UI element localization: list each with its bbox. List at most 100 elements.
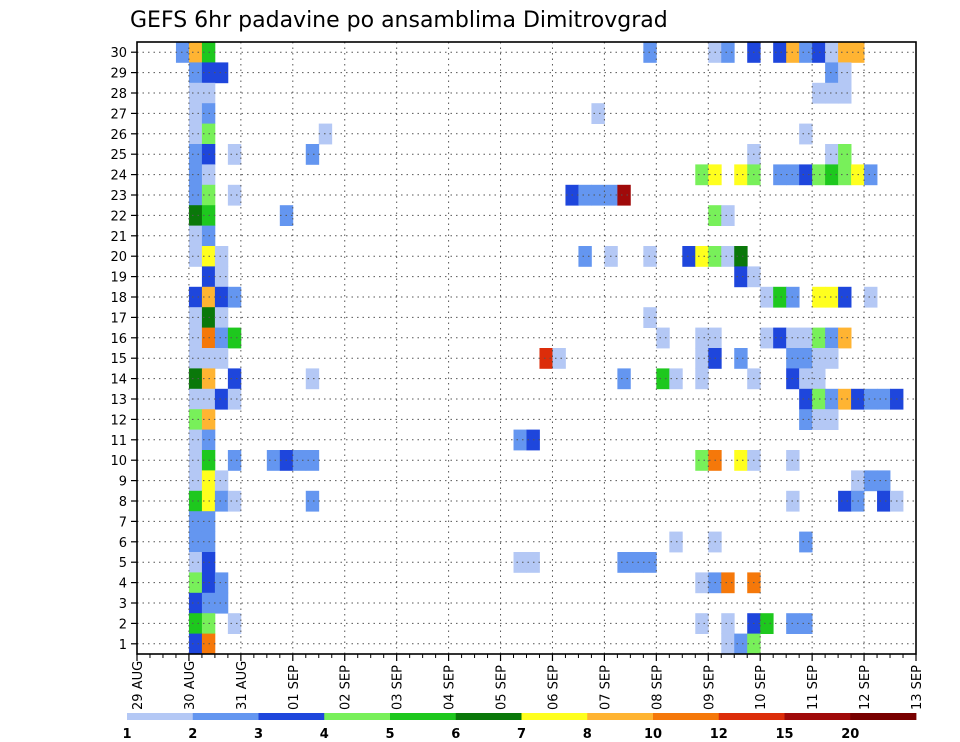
heatmap-cell xyxy=(214,388,229,410)
heatmap-cell xyxy=(773,164,787,186)
heatmap-cell xyxy=(188,633,203,655)
heatmap-cell xyxy=(214,286,229,308)
heatmap-cell xyxy=(825,144,839,165)
heatmap-cell xyxy=(591,184,605,206)
colorbar-label: 4 xyxy=(320,727,329,742)
heatmap-cell xyxy=(734,633,748,655)
colorbar-label: 2 xyxy=(188,727,197,742)
heatmap-cell xyxy=(227,327,242,349)
heatmap-cell xyxy=(812,409,826,430)
y-tick-label: 12 xyxy=(110,413,127,428)
heatmap-cell xyxy=(864,164,878,186)
colorbar-swatch xyxy=(653,713,720,720)
x-tick-label: 04 SEP xyxy=(443,665,458,710)
x-tick-label: 09 SEP xyxy=(702,665,717,710)
heatmap-cell xyxy=(877,470,891,492)
heatmap-cell xyxy=(799,123,813,145)
y-tick-label: 4 xyxy=(119,577,127,592)
colorbar-swatch xyxy=(324,713,391,720)
heatmap-cell xyxy=(188,205,203,226)
heatmap-cell xyxy=(188,123,203,145)
y-tick-label: 6 xyxy=(119,536,127,551)
heatmap-cell xyxy=(864,286,878,308)
heatmap-cell xyxy=(838,388,852,410)
heatmap-cell xyxy=(513,552,527,573)
heatmap-cell xyxy=(643,42,657,63)
heatmap-cell xyxy=(721,246,735,267)
y-tick-label: 24 xyxy=(110,169,127,184)
x-tick-label: 29 AUG xyxy=(131,661,146,710)
heatmap-cell xyxy=(734,246,748,267)
heatmap-cell xyxy=(188,450,203,471)
colorbar-label: 5 xyxy=(385,727,394,742)
heatmap-cell xyxy=(188,286,203,308)
x-tick-label: 02 SEP xyxy=(339,665,354,710)
heatmap-cell xyxy=(578,246,592,267)
colorbar-label: 6 xyxy=(451,727,460,742)
y-tick-label: 3 xyxy=(119,597,127,612)
heatmap-cell xyxy=(734,450,748,471)
heatmap-cell xyxy=(838,286,852,308)
heatmap-cell xyxy=(838,490,852,512)
heatmap-cell xyxy=(838,144,852,165)
heatmap-cell xyxy=(695,572,709,594)
heatmap-cell xyxy=(695,450,709,471)
heatmap-cell xyxy=(305,368,320,390)
y-tick-label: 10 xyxy=(110,454,127,469)
y-tick-label: 23 xyxy=(110,189,127,204)
heatmap-cell xyxy=(695,246,709,267)
y-axis: 1234567891011121314151617181920212223242… xyxy=(110,46,137,653)
x-tick-label: 05 SEP xyxy=(495,665,510,710)
x-tick-label: 08 SEP xyxy=(650,665,665,710)
heatmap-cell xyxy=(266,450,281,471)
y-tick-label: 21 xyxy=(110,230,127,245)
heatmap-cell xyxy=(825,164,839,186)
heatmap-cell xyxy=(188,184,203,206)
heatmap-cell xyxy=(188,592,203,614)
heatmap-cell xyxy=(188,531,203,553)
heatmap-cell xyxy=(656,327,670,349)
heatmap-cell xyxy=(188,164,203,186)
heatmap-cell xyxy=(188,409,203,430)
heatmap-cell xyxy=(838,62,852,84)
heatmap-cell xyxy=(227,490,242,512)
colorbar-swatch xyxy=(784,713,851,720)
heatmap-cell xyxy=(799,327,813,349)
heatmap-cell xyxy=(812,164,826,186)
x-tick-label: 12 SEP xyxy=(858,665,873,710)
y-tick-label: 9 xyxy=(119,475,127,490)
heatmap-cell xyxy=(188,572,203,594)
heatmap-cell xyxy=(838,164,852,186)
heatmap-cell xyxy=(292,450,307,471)
x-tick-label: 01 SEP xyxy=(287,665,302,710)
heatmap-cell xyxy=(305,450,320,471)
heatmap-cell xyxy=(721,613,735,634)
heatmap-cell xyxy=(630,552,644,573)
heatmap-cell xyxy=(643,307,657,328)
heatmap-cell xyxy=(214,62,229,84)
y-tick-label: 5 xyxy=(119,556,127,571)
chart-title: GEFS 6hr padavine po ansamblima Dimitrov… xyxy=(130,8,668,33)
heatmap-cell xyxy=(188,388,203,410)
heatmap-cell xyxy=(214,266,229,288)
heatmap-cell xyxy=(838,82,852,104)
heatmap-cell xyxy=(214,490,229,512)
x-tick-label: 06 SEP xyxy=(547,665,562,710)
y-tick-label: 30 xyxy=(110,46,127,61)
y-tick-label: 25 xyxy=(110,148,127,163)
heatmap-cell xyxy=(799,368,813,390)
colorbar-label: 1 xyxy=(122,727,131,742)
heatmap-cell xyxy=(656,368,670,390)
y-tick-label: 7 xyxy=(119,515,127,530)
x-axis: 29 AUG 30 AUG 31 AUG 01 SEP 02 SEP 03 SEP 04 S… xyxy=(131,654,925,710)
heatmap-cell xyxy=(721,572,735,594)
heatmap-cell xyxy=(227,613,242,634)
heatmap-cell xyxy=(214,572,229,594)
heatmap-cell xyxy=(812,42,826,63)
x-tick-label: 03 SEP xyxy=(391,665,406,710)
y-tick-label: 29 xyxy=(110,67,127,82)
heatmap-cell xyxy=(799,613,813,634)
y-tick-label: 18 xyxy=(110,291,127,306)
heatmap-cell xyxy=(188,246,203,267)
heatmap-cell xyxy=(812,82,826,104)
